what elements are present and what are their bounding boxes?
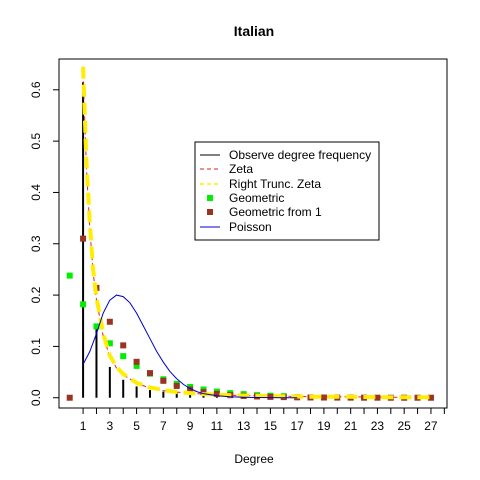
legend-box: [194, 141, 380, 241]
geometric-from-1-point: [80, 235, 87, 242]
x-tick-label: 5: [133, 419, 140, 433]
x-tick-label: 13: [237, 419, 251, 433]
x-tick-label: 11: [211, 419, 224, 433]
geometric-point: [133, 362, 140, 369]
geometric-from-1-point: [320, 394, 327, 401]
legend-key-geometric: [207, 195, 213, 201]
x-tick-label: 25: [398, 419, 412, 433]
geometric-from-1-point: [120, 342, 127, 349]
geometric-from-1-point: [374, 394, 381, 401]
geometric-from-1-point: [133, 358, 140, 365]
geometric-from-1-point: [200, 389, 207, 396]
plot-content: [66, 66, 434, 401]
geometric-point: [66, 272, 73, 279]
x-axis-label: Degree: [234, 452, 274, 466]
y-tick-label: 0.2: [29, 286, 43, 303]
y-tick-label: 0.5: [29, 132, 43, 149]
y-tick-label: 0.3: [29, 235, 43, 252]
geometric-from-1-point: [106, 318, 113, 325]
geometric-point: [93, 323, 100, 330]
poisson-line: [82, 294, 298, 399]
geometric-from-1-point: [173, 382, 180, 389]
geometric-from-1-point: [160, 377, 167, 384]
geometric-point: [106, 340, 113, 347]
x-tick-label: 7: [160, 419, 167, 433]
legend-label-zeta: Zeta: [229, 162, 253, 176]
x-tick-label: 21: [344, 419, 358, 433]
y-axis: 0.0 0.1 0.2 0.3 0.4 0.5 0.6: [29, 81, 59, 406]
right-trunc-zeta-line: [81, 66, 431, 400]
geometric-from-1-point: [213, 390, 220, 397]
geometric-point: [120, 353, 127, 360]
legend-label-geometric: Geometric: [229, 191, 284, 205]
legend-key-geometric-from-1: [207, 209, 213, 215]
x-tick-label: 17: [290, 419, 304, 433]
geometric-from-1-point: [187, 386, 194, 393]
x-tick-label: 27: [424, 419, 438, 433]
y-tick-label: 0.4: [29, 184, 43, 201]
y-tick-label: 0.0: [29, 389, 43, 406]
x-axis: 1 3 5 7 9 11 13 15 17 19 21 23 25 27: [80, 408, 445, 433]
legend-label-geometric-from-1: Geometric from 1: [229, 205, 322, 219]
x-tick-label: 9: [187, 419, 194, 433]
y-tick-label: 0.6: [29, 81, 43, 98]
legend-label-poisson: Poisson: [229, 220, 272, 234]
geometric-point: [80, 301, 87, 308]
legend-label-right-trunc-zeta: Right Trunc. Zeta: [229, 177, 321, 191]
geometric-from-1-point: [267, 393, 274, 400]
plot-frame: [58, 58, 448, 409]
geometric-from-1-point: [427, 394, 434, 401]
geometric-from-1-point: [66, 394, 73, 401]
legend-label-observed: Observe degree frequency: [229, 148, 371, 162]
y-tick-label: 0.1: [29, 338, 43, 355]
geometric-from-1-point: [146, 370, 153, 377]
x-tick-label: 15: [264, 419, 278, 433]
legend: Observe degree frequency Zeta Right Trun…: [194, 141, 380, 241]
chart-title: Italian: [234, 23, 274, 39]
x-tick-label: 23: [371, 419, 385, 433]
x-tick-label: 1: [80, 419, 87, 433]
x-tick-label: 3: [106, 419, 113, 433]
x-tick-label: 19: [317, 419, 331, 433]
